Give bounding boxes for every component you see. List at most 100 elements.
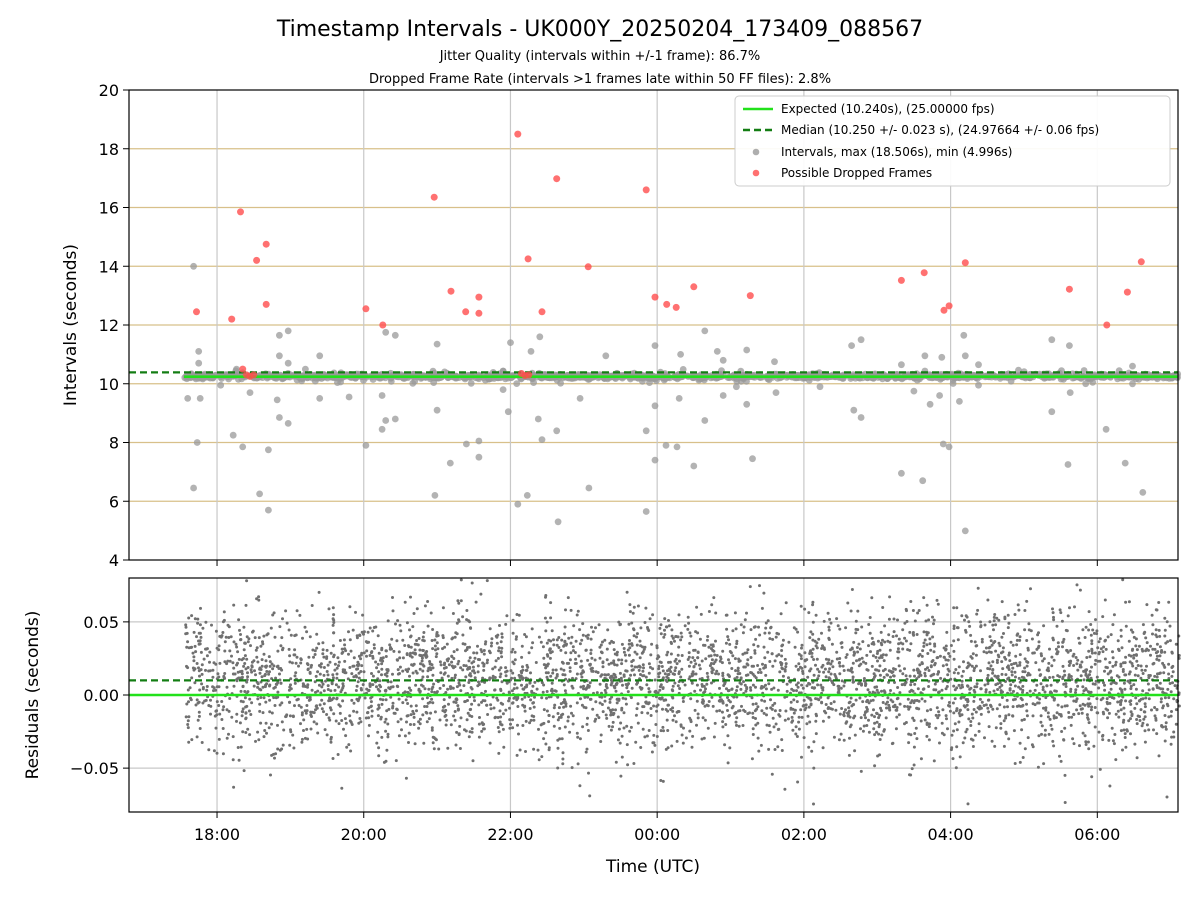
residual-point	[815, 714, 818, 718]
residual-point	[498, 675, 502, 679]
residual-point	[252, 659, 256, 663]
residual-point	[909, 683, 913, 687]
residual-point	[606, 628, 610, 632]
residual-point	[1111, 656, 1115, 660]
residual-point	[549, 616, 553, 620]
residual-point	[293, 704, 296, 708]
residual-point	[273, 635, 277, 639]
residual-point	[391, 596, 394, 599]
interval-outlier-point	[701, 327, 709, 335]
interval-outlier-point	[898, 469, 905, 477]
dropped-frame-point	[553, 175, 561, 183]
residual-point	[232, 640, 236, 644]
residual-point	[1134, 666, 1138, 670]
residual-point	[317, 642, 321, 646]
residual-point	[1167, 662, 1171, 666]
residual-point	[304, 711, 308, 715]
residual-point	[1067, 664, 1071, 667]
dropped-frame-point	[475, 309, 483, 317]
residual-point	[311, 648, 315, 652]
residual-point	[1112, 613, 1116, 617]
residual-point	[872, 727, 876, 731]
residual-point	[412, 715, 416, 719]
residual-point	[1163, 628, 1167, 632]
residual-point	[753, 649, 757, 653]
residual-point	[442, 698, 446, 702]
residual-point	[995, 661, 999, 664]
residual-point	[625, 724, 629, 728]
residual-point	[590, 656, 594, 660]
residual-point	[593, 658, 597, 662]
dropped-frame-point	[228, 315, 236, 323]
residual-point	[561, 751, 565, 755]
residual-point	[348, 638, 352, 642]
residual-point	[952, 684, 956, 688]
residual-point	[1067, 676, 1071, 680]
residual-point	[896, 647, 900, 651]
residual-point	[940, 696, 944, 700]
residual-point	[721, 725, 725, 729]
residual-point	[1138, 719, 1142, 722]
residual-point	[316, 670, 320, 674]
residual-point	[979, 624, 983, 628]
residual-point	[1001, 667, 1005, 671]
residual-point	[300, 737, 304, 741]
residual-point	[413, 642, 417, 646]
residual-point	[187, 616, 191, 620]
residual-point	[867, 718, 870, 722]
residual-point	[1027, 628, 1031, 632]
residual-point	[1097, 686, 1101, 690]
residual-point	[1155, 654, 1159, 658]
residual-point	[674, 666, 678, 670]
intervals-y-tick-label: 4	[109, 551, 119, 570]
residual-point	[499, 715, 503, 719]
interval-point	[482, 376, 489, 384]
residual-point	[1067, 711, 1071, 714]
residual-point	[199, 635, 203, 639]
residual-point	[464, 649, 467, 653]
residual-point	[816, 667, 820, 671]
residual-point	[932, 759, 936, 763]
dropped-frame-point	[940, 306, 948, 314]
residual-point	[424, 651, 428, 655]
residual-point	[1061, 664, 1065, 668]
interval-outlier-point	[276, 414, 283, 421]
residual-point	[1157, 672, 1161, 675]
residual-point	[406, 702, 410, 705]
residual-point	[242, 664, 246, 668]
residual-point	[513, 650, 517, 654]
residual-point	[1090, 775, 1094, 779]
residual-point	[377, 754, 381, 758]
residual-point	[783, 718, 787, 722]
residual-point	[620, 708, 624, 712]
dropped-frame-point	[253, 256, 261, 264]
residual-point	[946, 673, 950, 677]
residual-point	[322, 689, 326, 693]
residual-point	[921, 649, 925, 653]
residual-point	[292, 746, 296, 750]
residual-point	[1012, 698, 1015, 702]
residual-point	[1139, 708, 1143, 712]
residual-point	[740, 704, 743, 708]
residual-point	[657, 675, 661, 679]
interval-outlier-point	[651, 456, 659, 464]
residual-point	[259, 644, 263, 648]
residual-point	[1090, 651, 1094, 655]
residual-point	[713, 721, 717, 725]
residual-point	[1144, 636, 1148, 640]
residual-point	[450, 660, 454, 664]
residual-point	[552, 638, 555, 642]
residual-point	[628, 729, 632, 733]
dropped-frame-point	[1137, 258, 1145, 266]
residual-point	[797, 727, 801, 731]
residual-point	[338, 711, 342, 715]
residual-point	[447, 702, 450, 706]
residual-point	[971, 652, 975, 656]
residual-point	[611, 713, 615, 717]
intervals-y-tick-label: 8	[109, 434, 119, 453]
residual-point	[735, 675, 739, 679]
residual-point	[846, 601, 850, 605]
residual-point	[435, 641, 439, 645]
residual-point	[992, 689, 996, 693]
residual-point	[620, 734, 624, 738]
